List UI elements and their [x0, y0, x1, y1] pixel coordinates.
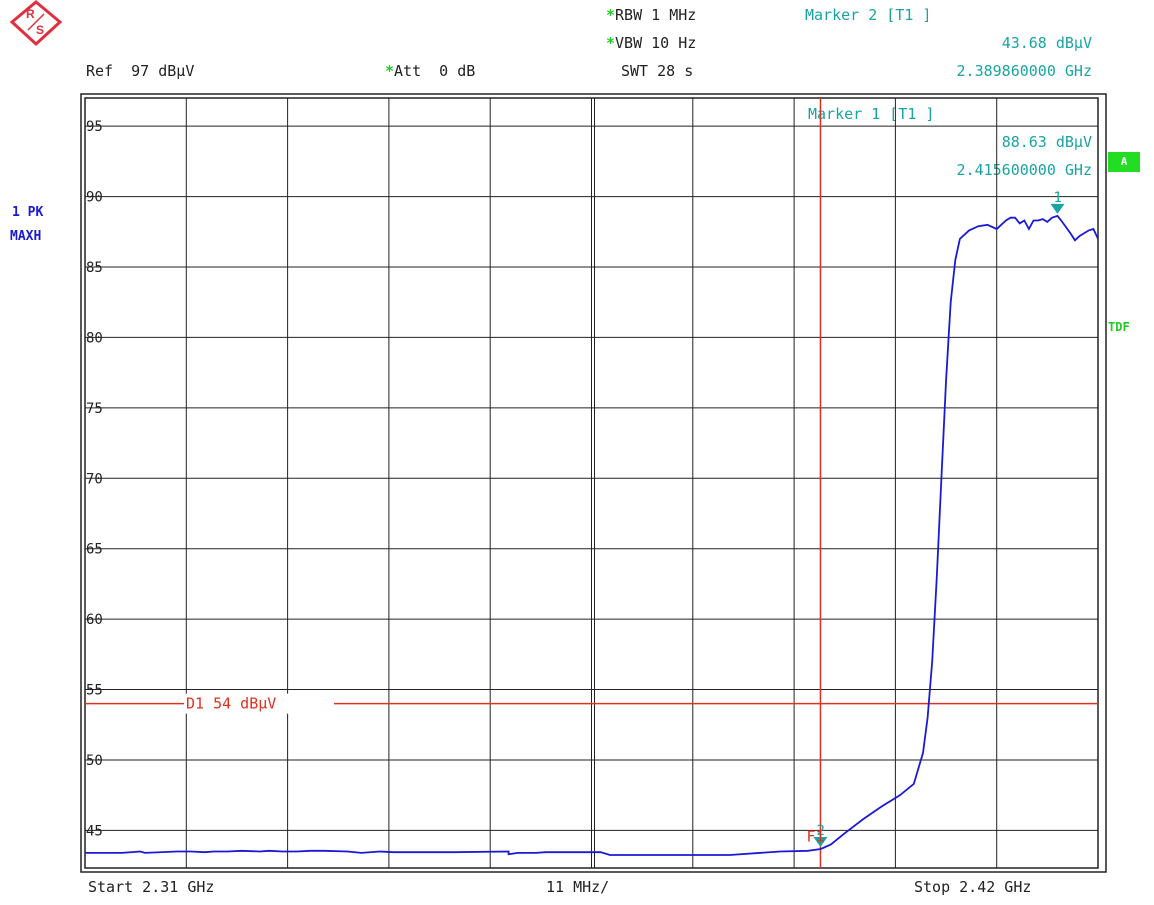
marker2-level: 43.68 dBµV — [1001, 34, 1092, 52]
trace-detector-label: MAXH — [10, 229, 42, 244]
swt-setting: SWT 28 s — [621, 62, 694, 80]
marker2-frequency: 2.389860000 GHz — [956, 62, 1092, 80]
rohde-schwarz-logo: R S — [9, 0, 63, 47]
marker-2-triangle — [813, 836, 828, 847]
marker-1-triangle — [1050, 203, 1065, 214]
y-tick-label: 70 — [86, 471, 103, 487]
svg-text:R: R — [26, 7, 35, 21]
tdf-indicator: TDF — [1108, 320, 1130, 334]
rbw-setting: *RBW 1 MHz — [606, 6, 697, 24]
span-per-division: 11 MHz/ — [546, 878, 610, 896]
stop-frequency: Stop 2.42 GHz — [914, 878, 1032, 896]
trace-mode-label: 1 PK — [12, 205, 44, 220]
ref-level: Ref 97 dBµV — [86, 62, 195, 80]
y-tick-label: 75 — [86, 401, 103, 417]
trace-line — [85, 214, 1099, 856]
y-tick-label: 60 — [86, 612, 103, 628]
marker1-title: Marker 1 [T1 ] — [808, 105, 935, 123]
y-tick-label: 90 — [86, 190, 103, 206]
y-tick-label: 95 — [86, 119, 103, 135]
marker1-level: 88.63 dBµV — [1001, 133, 1092, 151]
limit-line-label: D1 54 dBµV — [186, 695, 276, 713]
svg-text:S: S — [36, 23, 44, 37]
marker1-frequency: 2.415600000 GHz — [956, 161, 1092, 179]
attenuation-setting: *Att 0 dB — [385, 62, 476, 80]
frequency-line-label: F1 — [806, 828, 824, 846]
marker2-title: Marker 2 [T1 ] — [805, 6, 932, 24]
limit-line-label-bg — [184, 693, 334, 714]
marker-2-label: 2 — [816, 823, 824, 839]
y-tick-label: 80 — [86, 330, 103, 346]
plot-outer-frame — [80, 93, 1107, 873]
vbw-setting: *VBW 10 Hz — [606, 34, 697, 52]
start-frequency: Start 2.31 GHz — [88, 878, 215, 896]
y-tick-label: 45 — [86, 823, 103, 839]
y-tick-label: 85 — [86, 260, 103, 276]
y-tick-label: 55 — [86, 683, 103, 699]
trace-a-badge: A — [1108, 152, 1140, 172]
marker-1-label: 1 — [1053, 190, 1061, 206]
y-tick-label: 50 — [86, 753, 103, 769]
y-tick-label: 65 — [86, 542, 103, 558]
